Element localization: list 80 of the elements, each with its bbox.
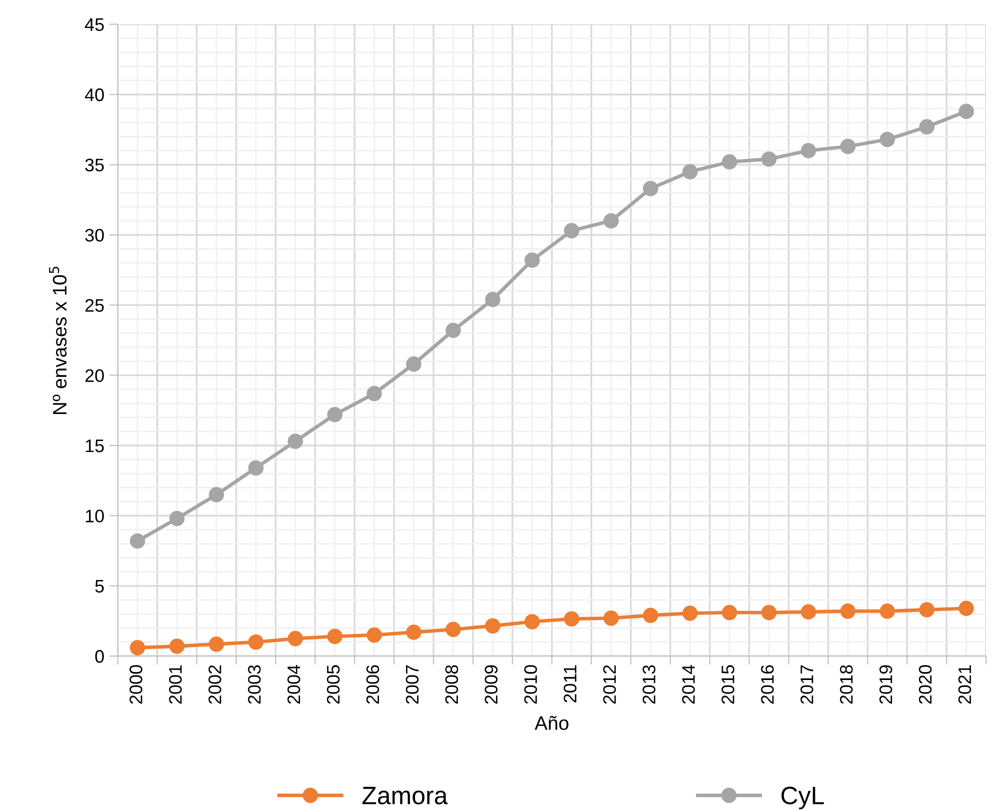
x-axis-title: Año (534, 716, 568, 730)
point (800, 143, 816, 158)
x-tick-label: 2004 (287, 664, 300, 704)
point (682, 606, 698, 621)
point (880, 132, 895, 148)
legend-label: CyL (781, 786, 824, 810)
point (958, 104, 974, 119)
y-tick-label: 30 (85, 228, 104, 242)
x-tick-label: 2013 (642, 665, 656, 704)
x-tick-label: 2005 (326, 665, 340, 704)
x-tick-label: 2009 (484, 665, 498, 704)
y-tick-label: 5 (95, 580, 104, 593)
legend-label: Zamora (362, 786, 448, 804)
x-tick-label: 2010 (524, 665, 538, 704)
point (406, 624, 422, 640)
x-tick-label: 2019 (879, 665, 892, 704)
y-tick-label: 40 (84, 88, 104, 102)
x-tick-label: 2016 (761, 665, 774, 704)
point (642, 608, 658, 624)
x-tick-label: 2006 (366, 665, 380, 704)
point (919, 119, 934, 134)
point (248, 460, 264, 476)
point (130, 533, 146, 549)
point (130, 640, 146, 656)
y-axis-title: Nº envases x 10$^{5}$ (49, 266, 67, 414)
point (682, 164, 698, 180)
x-tick-label: 2000 (130, 665, 142, 704)
point (564, 223, 580, 238)
point (840, 138, 856, 154)
x-tick-label: 2021 (958, 665, 972, 704)
point (524, 614, 540, 630)
x-tick-label: 2012 (603, 665, 616, 704)
point (919, 602, 934, 618)
point (642, 180, 658, 196)
point (958, 600, 974, 616)
point (722, 604, 738, 620)
point (524, 252, 540, 268)
x-tick-label: 2001 (169, 665, 182, 704)
y-tick-label: 10 (86, 510, 104, 522)
x-tick-label: 2020 (918, 665, 932, 704)
point (603, 610, 619, 626)
point (761, 604, 777, 620)
point (880, 604, 895, 619)
y-tick-label: 25 (85, 299, 104, 312)
x-tick-label: 2008 (445, 665, 458, 704)
point (800, 604, 816, 620)
point (722, 154, 738, 170)
x-tick-label: 2017 (800, 665, 814, 704)
point (208, 636, 224, 652)
point (288, 630, 303, 646)
point (446, 622, 461, 638)
y-tick-label: 0 (95, 650, 104, 663)
x-tick-label: 2003 (248, 665, 261, 704)
point (248, 634, 264, 650)
point (446, 322, 461, 338)
point (208, 487, 224, 502)
y-tick-label: 35 (85, 158, 104, 172)
y-tick-label: 45 (84, 18, 104, 32)
x-tick-label: 2011 (564, 665, 576, 702)
point (327, 406, 342, 422)
point (288, 434, 303, 449)
point (761, 151, 777, 167)
point (366, 386, 382, 402)
point (327, 628, 342, 644)
point (485, 618, 500, 634)
y-tick-label: 15 (86, 440, 104, 452)
x-tick-label: 2015 (722, 665, 734, 704)
point (406, 356, 422, 372)
x-tick-label: 2002 (208, 665, 222, 704)
x-tick-label: 2018 (840, 665, 853, 704)
x-tick-label: 2007 (406, 665, 419, 704)
point (169, 638, 185, 654)
point (485, 292, 500, 308)
x-tick-label: 2014 (682, 664, 695, 704)
point (169, 510, 185, 526)
point (840, 604, 856, 619)
point (564, 611, 580, 627)
point (603, 213, 619, 228)
y-tick-label: 20 (85, 369, 104, 382)
point (366, 627, 382, 643)
